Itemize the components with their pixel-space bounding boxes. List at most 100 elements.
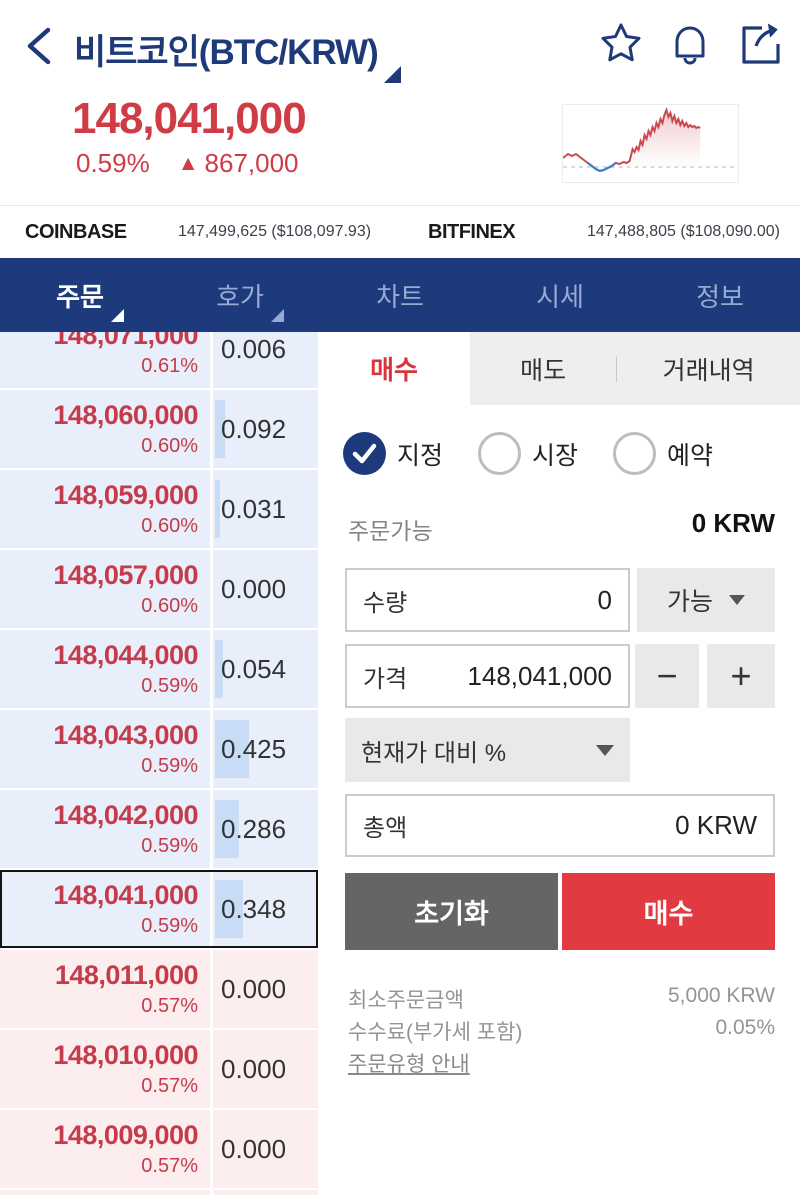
order-change-pct: 0.59% xyxy=(141,754,198,777)
percent-dropdown-label: 현재가 대비 % xyxy=(361,739,507,767)
possible-label: 가능 xyxy=(666,588,713,616)
available-balance-row: 주문가능 0 KRW xyxy=(318,508,800,544)
price-label: 가격 xyxy=(363,665,408,693)
nav-tab-order[interactable]: 주문 xyxy=(0,258,160,332)
exchange-comparison-bar: COINBASE 147,499,625 ($108,097.93) BITFI… xyxy=(0,205,800,258)
orderbook-row[interactable]: 148,060,000 0.60% 0.092 xyxy=(0,390,318,468)
order-quantity-cell: 0.006 xyxy=(213,332,318,388)
nav-tab-label: 정보 xyxy=(696,281,744,312)
order-price: 148,009,000 xyxy=(53,1120,198,1151)
chevron-left-icon xyxy=(20,27,60,73)
depth-bar xyxy=(215,480,220,538)
orderbook-row[interactable]: 148,011,000 0.57% 0.000 xyxy=(0,950,318,1028)
caret-down-icon xyxy=(596,744,614,756)
orderbook-row[interactable]: 148,044,000 0.59% 0.054 xyxy=(0,630,318,708)
favorite-button[interactable] xyxy=(598,20,644,69)
tab-sell[interactable]: 매도 xyxy=(520,356,567,385)
order-price-cell: 148,060,000 0.60% xyxy=(0,390,210,468)
order-change-pct: 0.59% xyxy=(141,914,198,937)
orderbook-row-selected[interactable]: 148,041,000 0.59% 0.348 xyxy=(0,870,318,948)
tab-history[interactable]: 거래내역 xyxy=(662,356,755,385)
trade-panel: 매수 매도 거래내역 지정 시장 예약 주문가능 0 KRW 수량 0 가능 가격 14… xyxy=(318,332,800,1195)
order-type-radio-limit[interactable]: 지정 xyxy=(343,432,443,475)
orderbook-row[interactable]: 148,042,000 0.59% 0.286 xyxy=(0,790,318,868)
order-price-cell: 148,010,000 0.57% xyxy=(0,1030,210,1108)
order-type-label: 지정 xyxy=(397,441,444,470)
price-input[interactable]: 가격 148,041,000 xyxy=(345,644,630,708)
nav-tab-market[interactable]: 시세 xyxy=(480,258,640,332)
order-quantity: 0.000 xyxy=(221,1133,287,1164)
order-type-label: 시장 xyxy=(532,441,579,470)
back-button[interactable] xyxy=(18,22,62,70)
commission-row: 수수료(부가세 포함) 0.05% xyxy=(318,1016,800,1048)
buy-submit-button[interactable]: 매수 xyxy=(562,873,775,950)
tab-caret-icon xyxy=(110,308,124,322)
fee-label: 수수료(부가세 포함) xyxy=(348,1021,523,1044)
pair-selector[interactable]: 비트코인(BTC/KRW) xyxy=(74,24,401,83)
orderbook-row[interactable]: 148,071,000 0.61% 0.006 xyxy=(0,332,318,388)
order-price: 148,011,000 xyxy=(54,960,199,991)
notifications-button[interactable] xyxy=(668,20,712,69)
trade-tabs: 매수 매도 거래내역 xyxy=(318,332,800,405)
order-change-pct: 0.57% xyxy=(141,1074,198,1097)
order-change-pct: 0.57% xyxy=(141,994,198,1017)
order-type-radio-market[interactable]: 시장 xyxy=(478,432,578,475)
price-increase-button[interactable]: + xyxy=(707,644,775,708)
order-price-cell xyxy=(0,1190,210,1195)
inactive-tabs-group: 매도 거래내역 xyxy=(470,332,800,405)
star-icon xyxy=(598,23,644,69)
order-type-radio-reserved[interactable]: 예약 xyxy=(613,432,713,475)
order-quantity-cell: 0.000 xyxy=(213,1030,318,1108)
tab-divider xyxy=(616,355,618,382)
order-price: 148,060,000 xyxy=(53,400,198,431)
order-change-pct: 0.60% xyxy=(141,514,198,537)
order-change-pct: 0.61% xyxy=(141,354,198,377)
order-price: 148,010,000 xyxy=(53,1040,198,1071)
orderbook-row[interactable]: 148,057,000 0.60% 0.000 xyxy=(0,550,318,628)
order-type-guide-link[interactable]: 주문유형 안내 xyxy=(348,1048,470,1078)
total-value: 0 KRW xyxy=(675,810,757,840)
order-quantity-cell: 0.286 xyxy=(213,790,318,868)
order-quantity: 0.092 xyxy=(221,413,287,444)
nav-tab-quotes[interactable]: 호가 xyxy=(160,258,320,332)
order-price: 148,041,000 xyxy=(53,880,198,911)
quantity-input[interactable]: 수량 0 xyxy=(345,568,630,632)
exchange-name: BITFINEX xyxy=(428,221,516,243)
percent-vs-current-dropdown[interactable]: 현재가 대비 % xyxy=(345,718,630,782)
tab-buy[interactable]: 매수 xyxy=(318,332,470,405)
orderbook-row[interactable]: 148,010,000 0.57% 0.000 xyxy=(0,1030,318,1108)
order-price: 148,043,000 xyxy=(53,720,198,751)
order-price-cell: 148,059,000 0.60% xyxy=(0,470,210,548)
change-percent: 0.59% xyxy=(76,148,150,178)
nav-tab-chart[interactable]: 차트 xyxy=(320,258,480,332)
orderbook-row-partial[interactable] xyxy=(0,1190,318,1195)
nav-tab-label: 호가 xyxy=(216,281,264,312)
reset-button[interactable]: 초기화 xyxy=(345,873,558,950)
order-type-options: 지정 시장 예약 xyxy=(343,432,748,475)
mini-chart[interactable] xyxy=(562,104,739,183)
order-type-label: 예약 xyxy=(667,441,714,470)
header: 비트코인(BTC/KRW) xyxy=(0,0,800,90)
order-quantity: 0.031 xyxy=(221,493,287,524)
share-button[interactable] xyxy=(736,20,782,69)
orderbook-row[interactable]: 148,043,000 0.59% 0.425 xyxy=(0,710,318,788)
bell-icon xyxy=(668,26,712,69)
order-price-cell: 148,011,000 0.57% xyxy=(0,950,210,1028)
order-quantity-cell: 0.054 xyxy=(213,630,318,708)
price-change: 0.59% ▲ 867,000 xyxy=(76,148,299,179)
nav-tab-info[interactable]: 정보 xyxy=(640,258,800,332)
price-decrease-button[interactable]: − xyxy=(635,644,699,708)
dropdown-caret-icon xyxy=(383,66,401,83)
order-change-pct: 0.59% xyxy=(141,834,198,857)
depth-bar xyxy=(215,880,243,938)
share-icon xyxy=(736,23,782,69)
orderbook-row[interactable]: 148,059,000 0.60% 0.031 xyxy=(0,470,318,548)
exchange-name: COINBASE xyxy=(25,221,127,243)
page-title: 비트코인(BTC/KRW) xyxy=(74,33,379,72)
total-input[interactable]: 총액 0 KRW xyxy=(345,794,775,857)
order-change-pct: 0.60% xyxy=(141,434,198,457)
orderbook-row[interactable]: 148,009,000 0.57% 0.000 xyxy=(0,1110,318,1188)
quantity-possible-dropdown[interactable]: 가능 xyxy=(637,568,775,632)
depth-bar xyxy=(215,720,249,778)
